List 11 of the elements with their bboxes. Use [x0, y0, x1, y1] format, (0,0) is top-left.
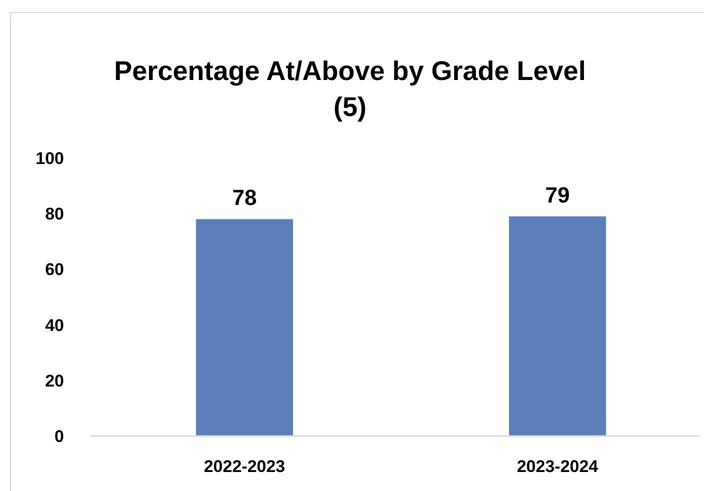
data-label: 79 — [545, 182, 570, 208]
x-tick-label: 2022-2023 — [204, 457, 286, 476]
y-tick-label: 80 — [45, 204, 64, 224]
chart-title: Percentage At/Above by Grade Level (5) — [114, 56, 586, 122]
y-tick-label: 40 — [45, 316, 64, 335]
y-tick-label: 100 — [36, 148, 64, 168]
y-tick-label: 0 — [54, 426, 64, 446]
x-tick-label: 2023-2024 — [516, 457, 599, 476]
data-label: 78 — [232, 185, 257, 210]
y-tick-label: 60 — [45, 260, 64, 280]
y-tick-label: 20 — [45, 371, 64, 390]
